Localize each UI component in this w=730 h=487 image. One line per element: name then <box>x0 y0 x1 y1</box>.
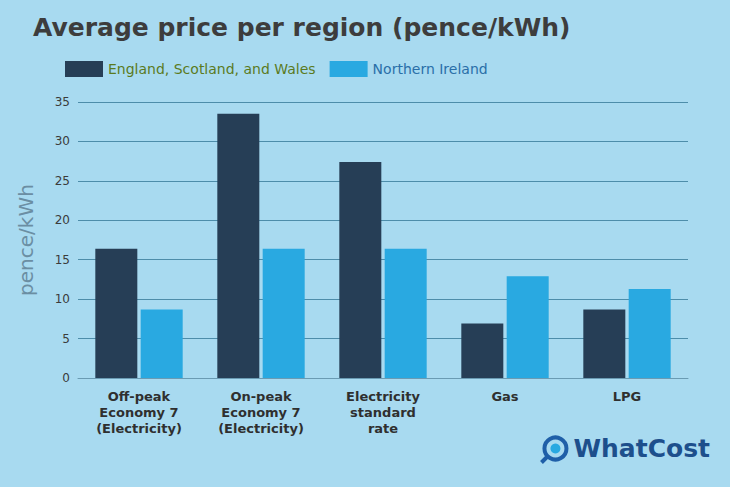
svg-text:Electricity: Electricity <box>346 389 420 404</box>
svg-text:20: 20 <box>55 213 70 227</box>
svg-text:Economy 7: Economy 7 <box>99 405 178 420</box>
svg-text:(Electricity): (Electricity) <box>96 421 182 436</box>
svg-text:pence/kWh: pence/kWh <box>14 184 38 296</box>
svg-text:England, Scotland, and Wales: England, Scotland, and Wales <box>108 61 316 77</box>
svg-text:Northern Ireland: Northern Ireland <box>373 61 488 77</box>
svg-text:Economy 7: Economy 7 <box>221 405 300 420</box>
svg-text:0: 0 <box>62 371 70 385</box>
svg-text:5: 5 <box>62 332 70 346</box>
svg-text:rate: rate <box>368 421 398 436</box>
svg-text:10: 10 <box>55 292 70 306</box>
svg-text:25: 25 <box>55 174 70 188</box>
svg-text:WhatCost: WhatCost <box>573 434 710 463</box>
svg-text:Off-peak: Off-peak <box>108 389 171 404</box>
svg-text:15: 15 <box>55 253 70 267</box>
svg-text:Gas: Gas <box>491 389 518 404</box>
svg-text:30: 30 <box>55 134 70 148</box>
svg-text:(Electricity): (Electricity) <box>218 421 304 436</box>
svg-text:standard: standard <box>350 405 416 420</box>
svg-text:Average price per region (penc: Average price per region (pence/kWh) <box>33 13 570 42</box>
svg-text:On-peak: On-peak <box>230 389 292 404</box>
svg-text:35: 35 <box>55 95 70 109</box>
svg-text:LPG: LPG <box>613 389 641 404</box>
